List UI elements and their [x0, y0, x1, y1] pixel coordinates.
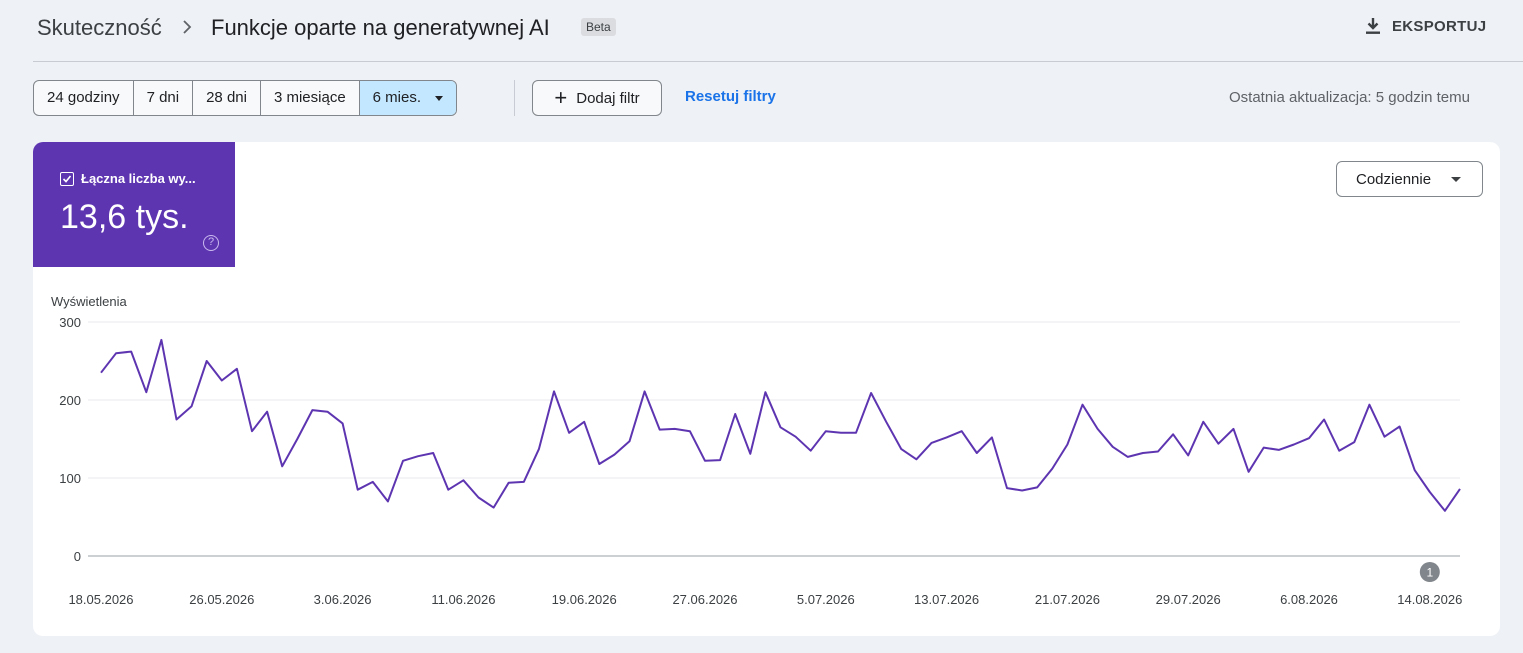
x-tick-label: 29.07.2026: [1156, 592, 1221, 607]
annotation-marker[interactable]: [1419, 562, 1440, 582]
y-tick-label: 100: [59, 471, 81, 486]
export-button[interactable]: EKSPORTUJ: [1364, 12, 1486, 40]
x-tick-label: 13.07.2026: [914, 592, 979, 607]
x-tick-label: 11.06.2026: [431, 592, 495, 607]
y-tick-label: 0: [74, 549, 81, 564]
filter-divider: [514, 80, 515, 116]
x-tick-label: 26.05.2026: [189, 592, 254, 607]
chevron-right-icon: [183, 20, 192, 34]
export-label: EKSPORTUJ: [1392, 17, 1487, 35]
last-update-text: Ostatnia aktualizacja: 5 godzin temu: [1229, 89, 1470, 106]
header-divider: [33, 61, 1523, 62]
x-tick-label: 14.08.2026: [1397, 592, 1462, 607]
add-filter-button[interactable]: + Dodaj filtr: [532, 80, 662, 116]
y-tick-label: 200: [59, 393, 81, 408]
add-filter-label: Dodaj filtr: [576, 89, 640, 107]
date-range-selector: 24 godziny 7 dni 28 dni 3 miesiące 6 mie…: [33, 80, 458, 116]
beta-badge: Beta: [581, 18, 616, 36]
page-header: Skuteczność Funkcje oparte na generatywn…: [0, 0, 1523, 61]
range-3m-button[interactable]: 3 miesiące: [261, 81, 360, 115]
download-icon: [1366, 18, 1380, 34]
performance-card: Wyświetlenia 0 100 200 300 18.05.2026 26.05.20…: [33, 142, 1500, 636]
metric-value: 13,6 tys.: [60, 198, 189, 236]
range-6m-label: 6 mies.: [372, 89, 422, 106]
checkbox-checked-icon[interactable]: [60, 172, 74, 186]
range-28d-button[interactable]: 28 dni: [193, 81, 261, 115]
annotation-label: 1: [1426, 566, 1433, 580]
help-icon[interactable]: ?: [203, 235, 219, 251]
y-tick-label: 300: [59, 315, 81, 330]
x-tick-label: 18.05.2026: [68, 592, 133, 607]
page-title: Funkcje oparte na generatywnej AI: [211, 15, 550, 40]
caret-down-icon: [1451, 176, 1462, 182]
caret-down-icon: [435, 95, 444, 101]
range-7d-button[interactable]: 7 dni: [134, 81, 194, 115]
granularity-dropdown[interactable]: Codziennie: [1336, 161, 1483, 197]
impressions-series-line: [100, 338, 1461, 512]
x-tick-label: 6.08.2026: [1280, 592, 1338, 607]
range-24h-button[interactable]: 24 godziny: [34, 81, 134, 115]
plus-icon: +: [554, 85, 568, 110]
metric-total-impressions[interactable]: Łączna liczba wy... 13,6 tys. ?: [33, 142, 235, 267]
y-axis-label: Wyświetlenia: [51, 294, 128, 309]
breadcrumb-root[interactable]: Skuteczność: [37, 15, 162, 40]
metric-label: Łączna liczba wy...: [81, 171, 196, 186]
impressions-chart: Wyświetlenia 0 100 200 300 18.05.2026 26.05.20…: [51, 294, 1462, 607]
reset-filters-link[interactable]: Resetuj filtry: [685, 88, 776, 105]
x-tick-label: 21.07.2026: [1035, 592, 1100, 607]
range-6m-button[interactable]: 6 mies.: [359, 81, 457, 115]
x-tick-label: 3.06.2026: [314, 592, 372, 607]
x-tick-label: 27.06.2026: [672, 592, 737, 607]
x-tick-label: 19.06.2026: [552, 592, 617, 607]
x-tick-label: 5.07.2026: [797, 592, 855, 607]
granularity-label: Codziennie: [1356, 170, 1432, 188]
